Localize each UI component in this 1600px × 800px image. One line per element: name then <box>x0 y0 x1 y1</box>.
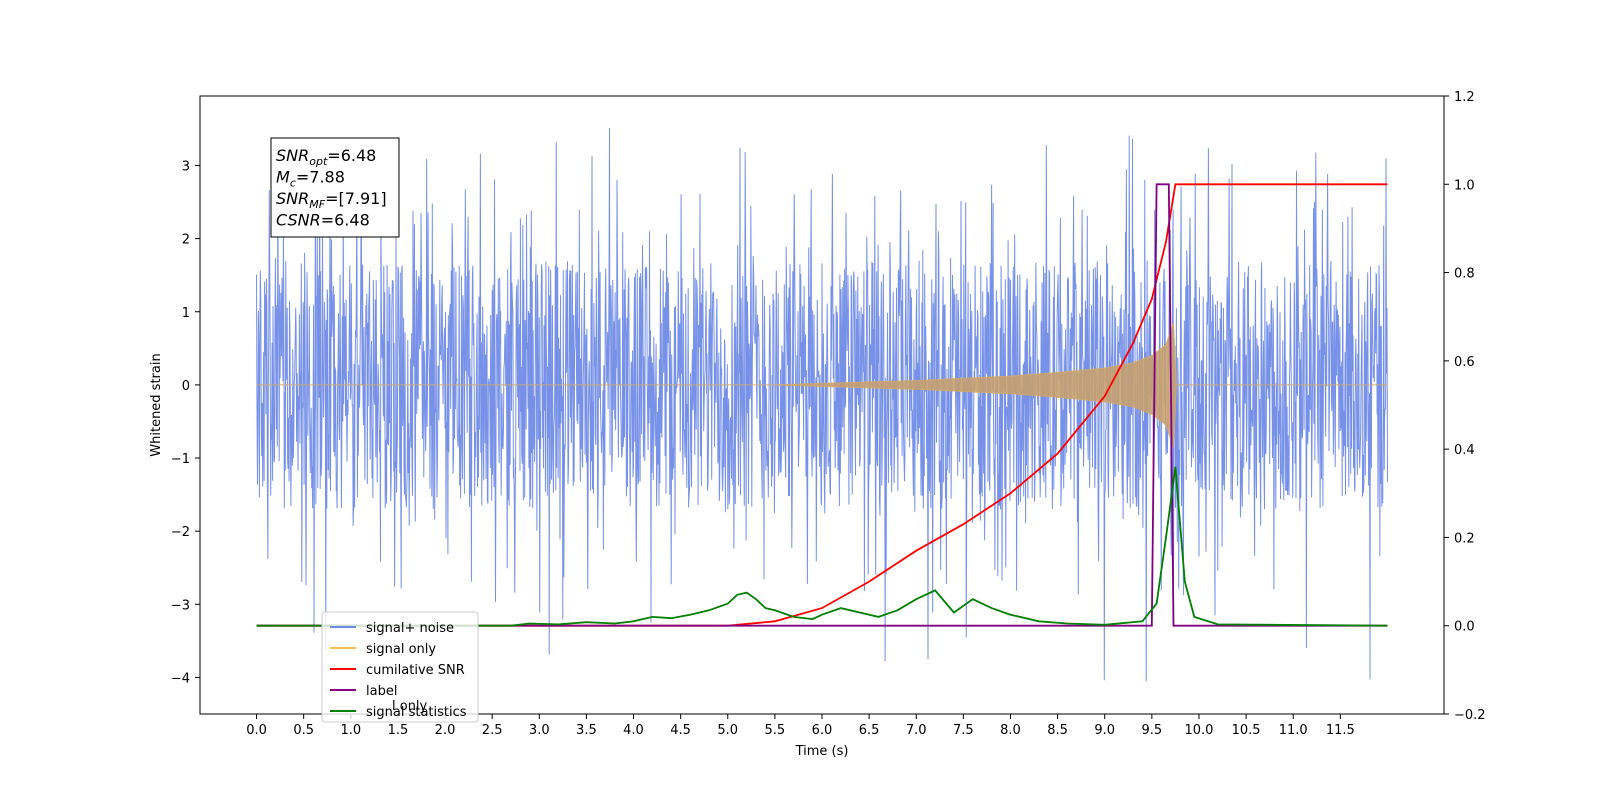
legend-entry: label <box>330 684 397 699</box>
x-tick-label: 6.5 <box>859 723 880 738</box>
y2-tick-label: 1.2 <box>1454 90 1475 105</box>
legend-entry: signal statistics <box>330 705 467 720</box>
y2-tick-label: 1.0 <box>1454 178 1475 193</box>
y-tick-label: 0 <box>182 379 190 394</box>
x-tick-label: 5.0 <box>717 723 738 738</box>
x-tick-label: 9.0 <box>1094 723 1115 738</box>
y-tick-label: 3 <box>182 159 190 174</box>
series-label <box>256 183 1388 627</box>
x-tick-label: 3.0 <box>529 723 550 738</box>
annotation-line: SNRMF=[7.91] <box>276 189 387 211</box>
y-axis-label: Whitened strain <box>149 353 164 456</box>
legend-label: signal+ noise <box>366 621 454 636</box>
y-axis-left: 3 2 1 0 −1 −2 −3 −4 <box>171 159 200 686</box>
x-tick-label: 4.0 <box>623 723 644 738</box>
x-tick-label: 2.5 <box>482 723 503 738</box>
x-tick-label: 2.0 <box>435 723 456 738</box>
y-tick-label: −3 <box>171 598 190 613</box>
annotation-line: Mc=7.88 <box>276 168 345 190</box>
y-tick-label: −1 <box>171 452 190 467</box>
annotation-line: SNRopt=6.48 <box>276 146 376 168</box>
x-tick-label: 6.0 <box>812 723 833 738</box>
x-axis-label: Time (s) <box>795 744 849 759</box>
x-tick-label: 5.5 <box>765 723 786 738</box>
x-tick-label: 0.5 <box>293 723 314 738</box>
x-tick-label: 11.0 <box>1279 723 1308 738</box>
legend-obscured-text: l only <box>392 699 428 714</box>
x-tick-label: 3.5 <box>576 723 597 738</box>
x-tick-label: 10.0 <box>1184 723 1213 738</box>
series-signal-statistics <box>256 466 1388 627</box>
y2-tick-label: 0.0 <box>1454 620 1475 635</box>
x-tick-label: 7.0 <box>906 723 927 738</box>
legend-label: label <box>366 684 397 699</box>
y-axis-right: 1.2 1.0 0.8 0.6 0.4 0.2 0.0 −0.2 <box>1444 90 1486 723</box>
x-tick-label: 11.5 <box>1326 723 1355 738</box>
legend: signal+ noise signal only cumilative SNR la… <box>321 611 479 723</box>
annotation-line: CSNR=6.48 <box>276 211 370 230</box>
x-tick-label: 7.5 <box>953 723 974 738</box>
y2-tick-label: 0.2 <box>1454 531 1475 546</box>
x-tick-label: 10.5 <box>1232 723 1261 738</box>
y2-tick-label: 0.4 <box>1454 443 1475 458</box>
x-tick-label: 1.0 <box>340 723 361 738</box>
legend-label: cumilative SNR <box>366 663 465 678</box>
legend-entry: cumilative SNR <box>330 663 465 678</box>
y-tick-label: −2 <box>171 525 190 540</box>
legend-label: signal only <box>366 642 436 657</box>
series-cumulative-snr <box>256 183 1388 627</box>
series-signal-only <box>256 322 1388 448</box>
x-tick-label: 8.5 <box>1047 723 1068 738</box>
legend-label: signal statistics <box>366 705 467 720</box>
plot-area <box>256 127 1388 682</box>
y-tick-label: −4 <box>171 671 190 686</box>
y2-tick-label: 0.8 <box>1454 267 1475 282</box>
x-tick-label: 9.5 <box>1142 723 1163 738</box>
x-axis: 0.0 0.5 1.0 1.5 2.0 2.5 3.0 3.5 4.0 4.5 5.0 5.5 6.0 6… <box>246 714 1355 738</box>
x-tick-label: 4.5 <box>670 723 691 738</box>
y-tick-label: 2 <box>182 233 190 248</box>
y-tick-label: 1 <box>182 306 190 321</box>
x-tick-label: 8.0 <box>1000 723 1021 738</box>
x-tick-label: 0.0 <box>246 723 267 738</box>
legend-entry: signal only <box>330 642 436 657</box>
legend-entry: signal+ noise <box>330 621 454 636</box>
y2-tick-label: −0.2 <box>1454 708 1486 723</box>
y2-tick-label: 0.6 <box>1454 355 1475 370</box>
x-tick-label: 1.5 <box>388 723 409 738</box>
series-signal-noise <box>256 127 1388 682</box>
